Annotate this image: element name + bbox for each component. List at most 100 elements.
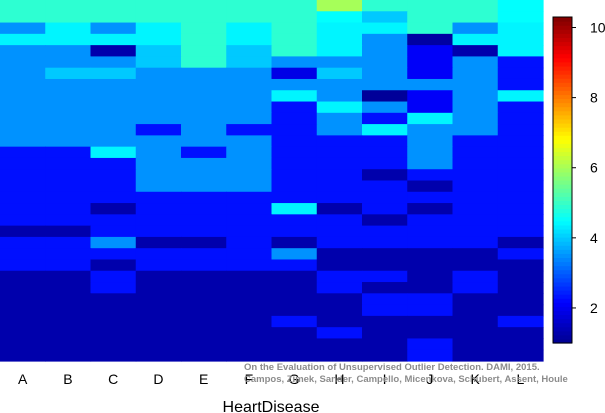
heatmap-cell <box>271 78 318 91</box>
heatmap-cell <box>90 248 137 261</box>
heatmap-cell <box>316 214 363 227</box>
heatmap-cell <box>181 180 227 193</box>
heatmap-cell <box>90 45 137 58</box>
heatmap-cell <box>271 135 318 148</box>
heatmap-cell <box>497 67 544 80</box>
heatmap-cell <box>452 293 499 306</box>
heatmap-cell <box>226 112 273 125</box>
heatmap-cell <box>0 11 46 24</box>
heatmap-cell <box>362 11 408 24</box>
heatmap-cell <box>316 124 363 136</box>
heatmap-cell <box>316 78 363 91</box>
heatmap-cell <box>135 293 182 306</box>
colorbar-segment <box>553 330 572 336</box>
heatmap-cell <box>452 124 499 136</box>
heatmap-cell <box>407 33 454 46</box>
heatmap-cell <box>181 90 227 103</box>
heatmap-cell <box>45 293 92 306</box>
heatmap-cell <box>271 248 318 261</box>
heatmap-cell <box>45 67 92 80</box>
colorbar-segment <box>553 212 572 218</box>
heatmap-cell <box>90 259 137 272</box>
heatmap-cell <box>226 56 273 69</box>
heatmap-cell <box>497 0 544 12</box>
colorbar-tick-label: 4 <box>590 230 598 246</box>
colorbar-segment <box>553 180 572 185</box>
heatmap-cell <box>226 169 273 182</box>
heatmap-cell <box>0 180 46 193</box>
heatmap-cell <box>0 22 46 35</box>
heatmap-cell <box>497 293 544 306</box>
heatmap-cell <box>0 259 46 272</box>
heatmap-cell <box>45 135 92 148</box>
heatmap-cell <box>271 56 318 69</box>
heatmap-cell <box>407 259 454 272</box>
heatmap-cell <box>181 191 227 204</box>
heatmap-cell <box>407 67 454 80</box>
heatmap-cell <box>0 0 46 12</box>
colorbar-segment <box>553 232 572 238</box>
colorbar-segment <box>553 318 572 324</box>
heatmap-cell <box>407 304 454 317</box>
heatmap-cell <box>0 304 46 317</box>
x-tick-label: J <box>426 371 433 387</box>
heatmap-cell <box>271 327 318 340</box>
colorbar-segment <box>553 253 572 259</box>
heatmap-cell <box>181 349 227 362</box>
heatmap-cell <box>0 78 46 91</box>
heatmap-cell <box>90 11 137 24</box>
heatmap-cell <box>362 214 408 227</box>
colorbar-segment <box>553 82 572 87</box>
heatmap-cell <box>90 22 137 35</box>
heatmap-cell <box>45 270 92 283</box>
colorbar-segment <box>553 114 572 120</box>
heatmap-cell <box>407 11 454 24</box>
colorbar-segment <box>553 310 572 316</box>
heatmap-cell <box>181 214 227 227</box>
heatmap-cell <box>0 338 46 351</box>
heatmap-cell <box>407 0 454 12</box>
heatmap-cell <box>316 327 363 340</box>
heatmap-cell <box>362 191 408 204</box>
heatmap-cell <box>135 203 182 215</box>
colorbar-tick-label: 8 <box>590 90 598 106</box>
heatmap-cell <box>45 180 92 193</box>
heatmap-cell <box>90 90 137 103</box>
heatmap-cell <box>0 124 46 136</box>
colorbar-border <box>552 16 573 344</box>
heatmap-cell <box>135 146 182 159</box>
heatmap-cell <box>181 112 227 125</box>
x-tick-label: H <box>334 371 344 387</box>
heatmap-cell <box>45 338 92 351</box>
heatmap-cell <box>452 33 499 46</box>
heatmap-cell <box>362 236 408 249</box>
heatmap-cell <box>226 45 273 58</box>
heatmap-cell <box>90 236 137 249</box>
heatmap-cell <box>271 169 318 182</box>
colorbar-segment <box>553 49 572 55</box>
colorbar-segment <box>553 94 572 100</box>
heatmap-cell <box>362 225 408 238</box>
colorbar-segment <box>553 45 572 51</box>
heatmap-cell <box>0 33 46 46</box>
heatmap-cell <box>135 33 182 46</box>
heatmap-cell <box>452 101 499 114</box>
heatmap-cell <box>135 45 182 58</box>
heatmap-cell <box>362 0 408 12</box>
heatmap-cell <box>135 270 182 283</box>
heatmap-cell <box>181 203 227 215</box>
colorbar-segment <box>553 265 572 271</box>
heatmap-cell <box>90 101 137 114</box>
heatmap-cell <box>135 11 182 24</box>
colorbar-segment <box>553 21 572 26</box>
heatmap-cell <box>226 124 273 136</box>
heatmap-cell <box>362 259 408 272</box>
heatmap-cell <box>226 22 273 35</box>
heatmap-cell <box>271 45 318 58</box>
colorbar-segment <box>553 163 572 169</box>
heatmap-cell <box>45 349 92 362</box>
heatmap-cell <box>181 169 227 182</box>
heatmap-cell <box>362 349 408 362</box>
x-tick-label: I <box>383 371 387 387</box>
colorbar-segment <box>553 17 572 22</box>
